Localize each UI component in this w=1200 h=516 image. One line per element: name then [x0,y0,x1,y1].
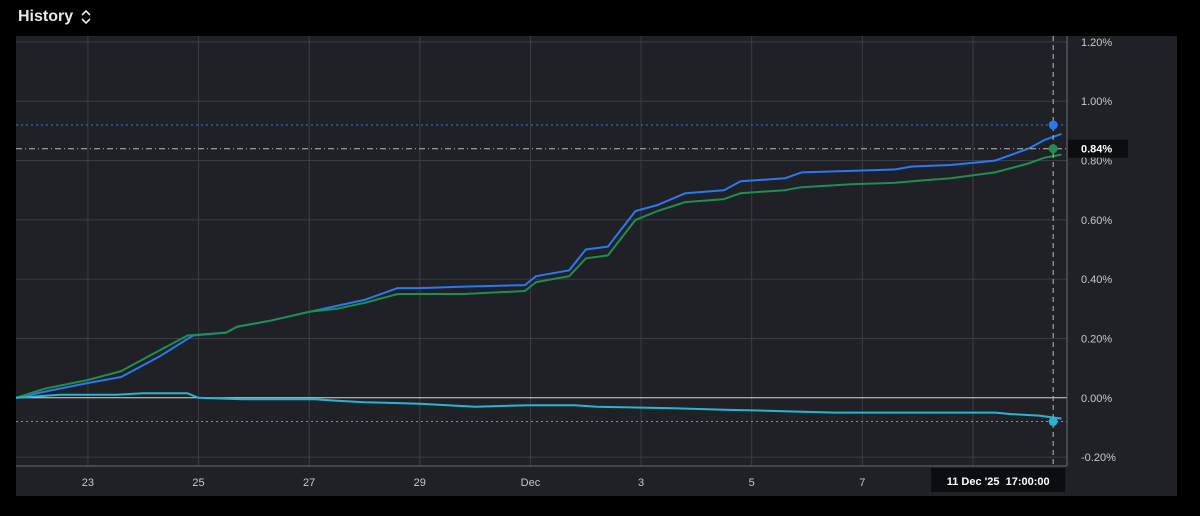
end-markers [1048,120,1058,427]
y-tick-label: 0.60% [1081,215,1112,227]
series-line-3 [16,392,1062,420]
y-tick-label: 1.20% [1081,37,1112,49]
grid [16,36,1067,466]
x-tick-label: 27 [303,477,315,489]
crosshair-y-label: 0.84% [1081,144,1112,156]
x-tick-label: 5 [749,477,755,489]
chart-panel[interactable]: 1.20% 1.00% 0.80% 0.60% 0.40% 0.20% 0.00% -0.20… [16,36,1177,496]
panel-title: History [18,8,74,25]
x-tick-label: 3 [638,477,644,489]
series-line-2 [16,153,1062,399]
series-line-1 [16,132,1062,399]
crosshair-y-label-box [1068,139,1128,158]
crosshair-x-label-box [931,468,1066,492]
x-tick-label: 23 [82,477,94,489]
crosshair-x-label: 11 Dec '25 17:00:00 [947,476,1050,488]
history-chart[interactable]: 1.20% 1.00% 0.80% 0.60% 0.40% 0.20% 0.00% -0.20… [16,36,1177,496]
x-tick-label: 7 [859,477,865,489]
y-tick-label: 0.00% [1081,393,1112,405]
end-marker-3 [1048,417,1058,427]
series-lines [16,132,1062,420]
crosshair-labels: 0.84% 11 Dec '25 17:00:00 [931,139,1128,492]
end-marker-1 [1048,120,1058,130]
x-tick-label: 29 [414,477,426,489]
x-tick-label: Dec [521,477,541,489]
end-marker-2 [1048,144,1058,154]
y-tick-label: 0.80% [1081,156,1112,168]
y-tick-label: -0.20% [1081,452,1116,464]
x-tick-label: 25 [192,477,204,489]
reference-lines [16,36,1067,466]
y-tick-label: 0.40% [1081,274,1112,286]
history-header: History [0,0,1200,36]
axes: 1.20% 1.00% 0.80% 0.60% 0.40% 0.20% 0.00% -0.20… [16,36,1116,489]
collapse-chevron-icon[interactable] [79,8,93,26]
y-tick-label: 1.00% [1081,96,1112,108]
y-tick-label: 0.20% [1081,333,1112,345]
